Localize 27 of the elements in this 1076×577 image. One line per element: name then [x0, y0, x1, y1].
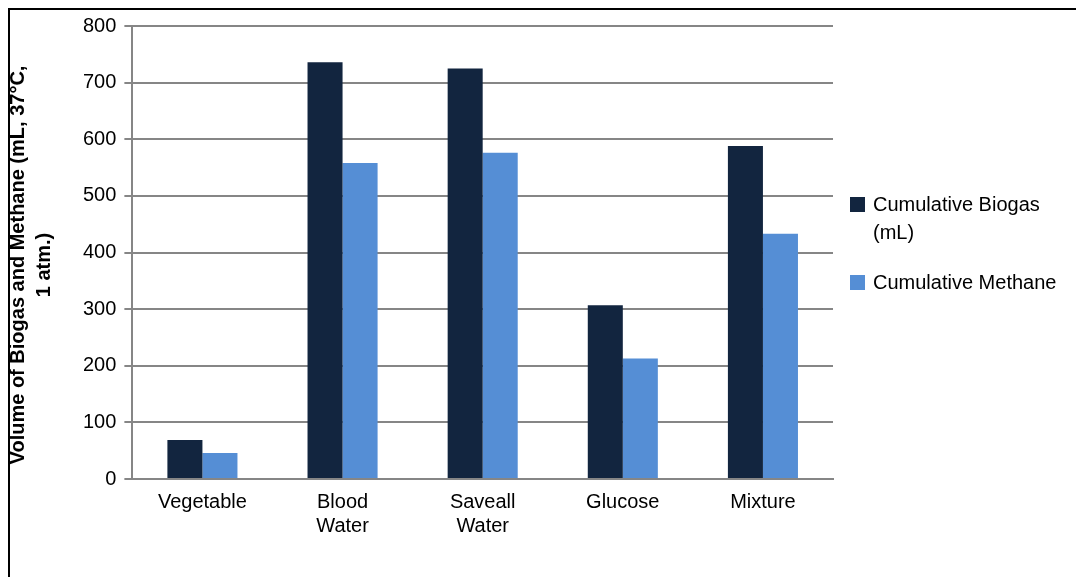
y-tick-label: 0	[105, 466, 117, 489]
bar	[622, 358, 658, 478]
bar	[342, 163, 378, 478]
y-tick-label: 400	[82, 240, 117, 263]
x-tick-label: Blood Water	[316, 489, 370, 536]
bar	[167, 439, 203, 478]
y-tick-label: 200	[82, 353, 117, 376]
x-tick-label: Saveall Water	[449, 489, 516, 536]
bar	[447, 68, 483, 478]
bar	[482, 152, 518, 478]
y-tick-label: 800	[82, 13, 117, 36]
y-tick-label: 600	[82, 126, 117, 149]
bar	[727, 146, 763, 478]
legend-label: Cumulative Biogas (mL)	[873, 192, 1041, 245]
x-tick-label: Glucose	[586, 489, 660, 512]
y-tick-label: 700	[82, 70, 117, 93]
y-tick-label: 300	[82, 296, 117, 319]
y-tick-label: 100	[82, 409, 117, 432]
bar	[202, 452, 238, 478]
bar	[307, 62, 343, 478]
x-tick-label: Vegetable	[157, 489, 247, 512]
x-tick-label: Mixture	[730, 489, 796, 512]
bar	[762, 233, 798, 478]
y-axis-title: Volume of Biogas and Methane (mL, 37°C, 1 atm.)	[5, 65, 55, 465]
legend-label: Cumulative Methane	[873, 270, 1057, 295]
y-tick-label: 500	[82, 183, 117, 206]
bar	[587, 305, 623, 478]
